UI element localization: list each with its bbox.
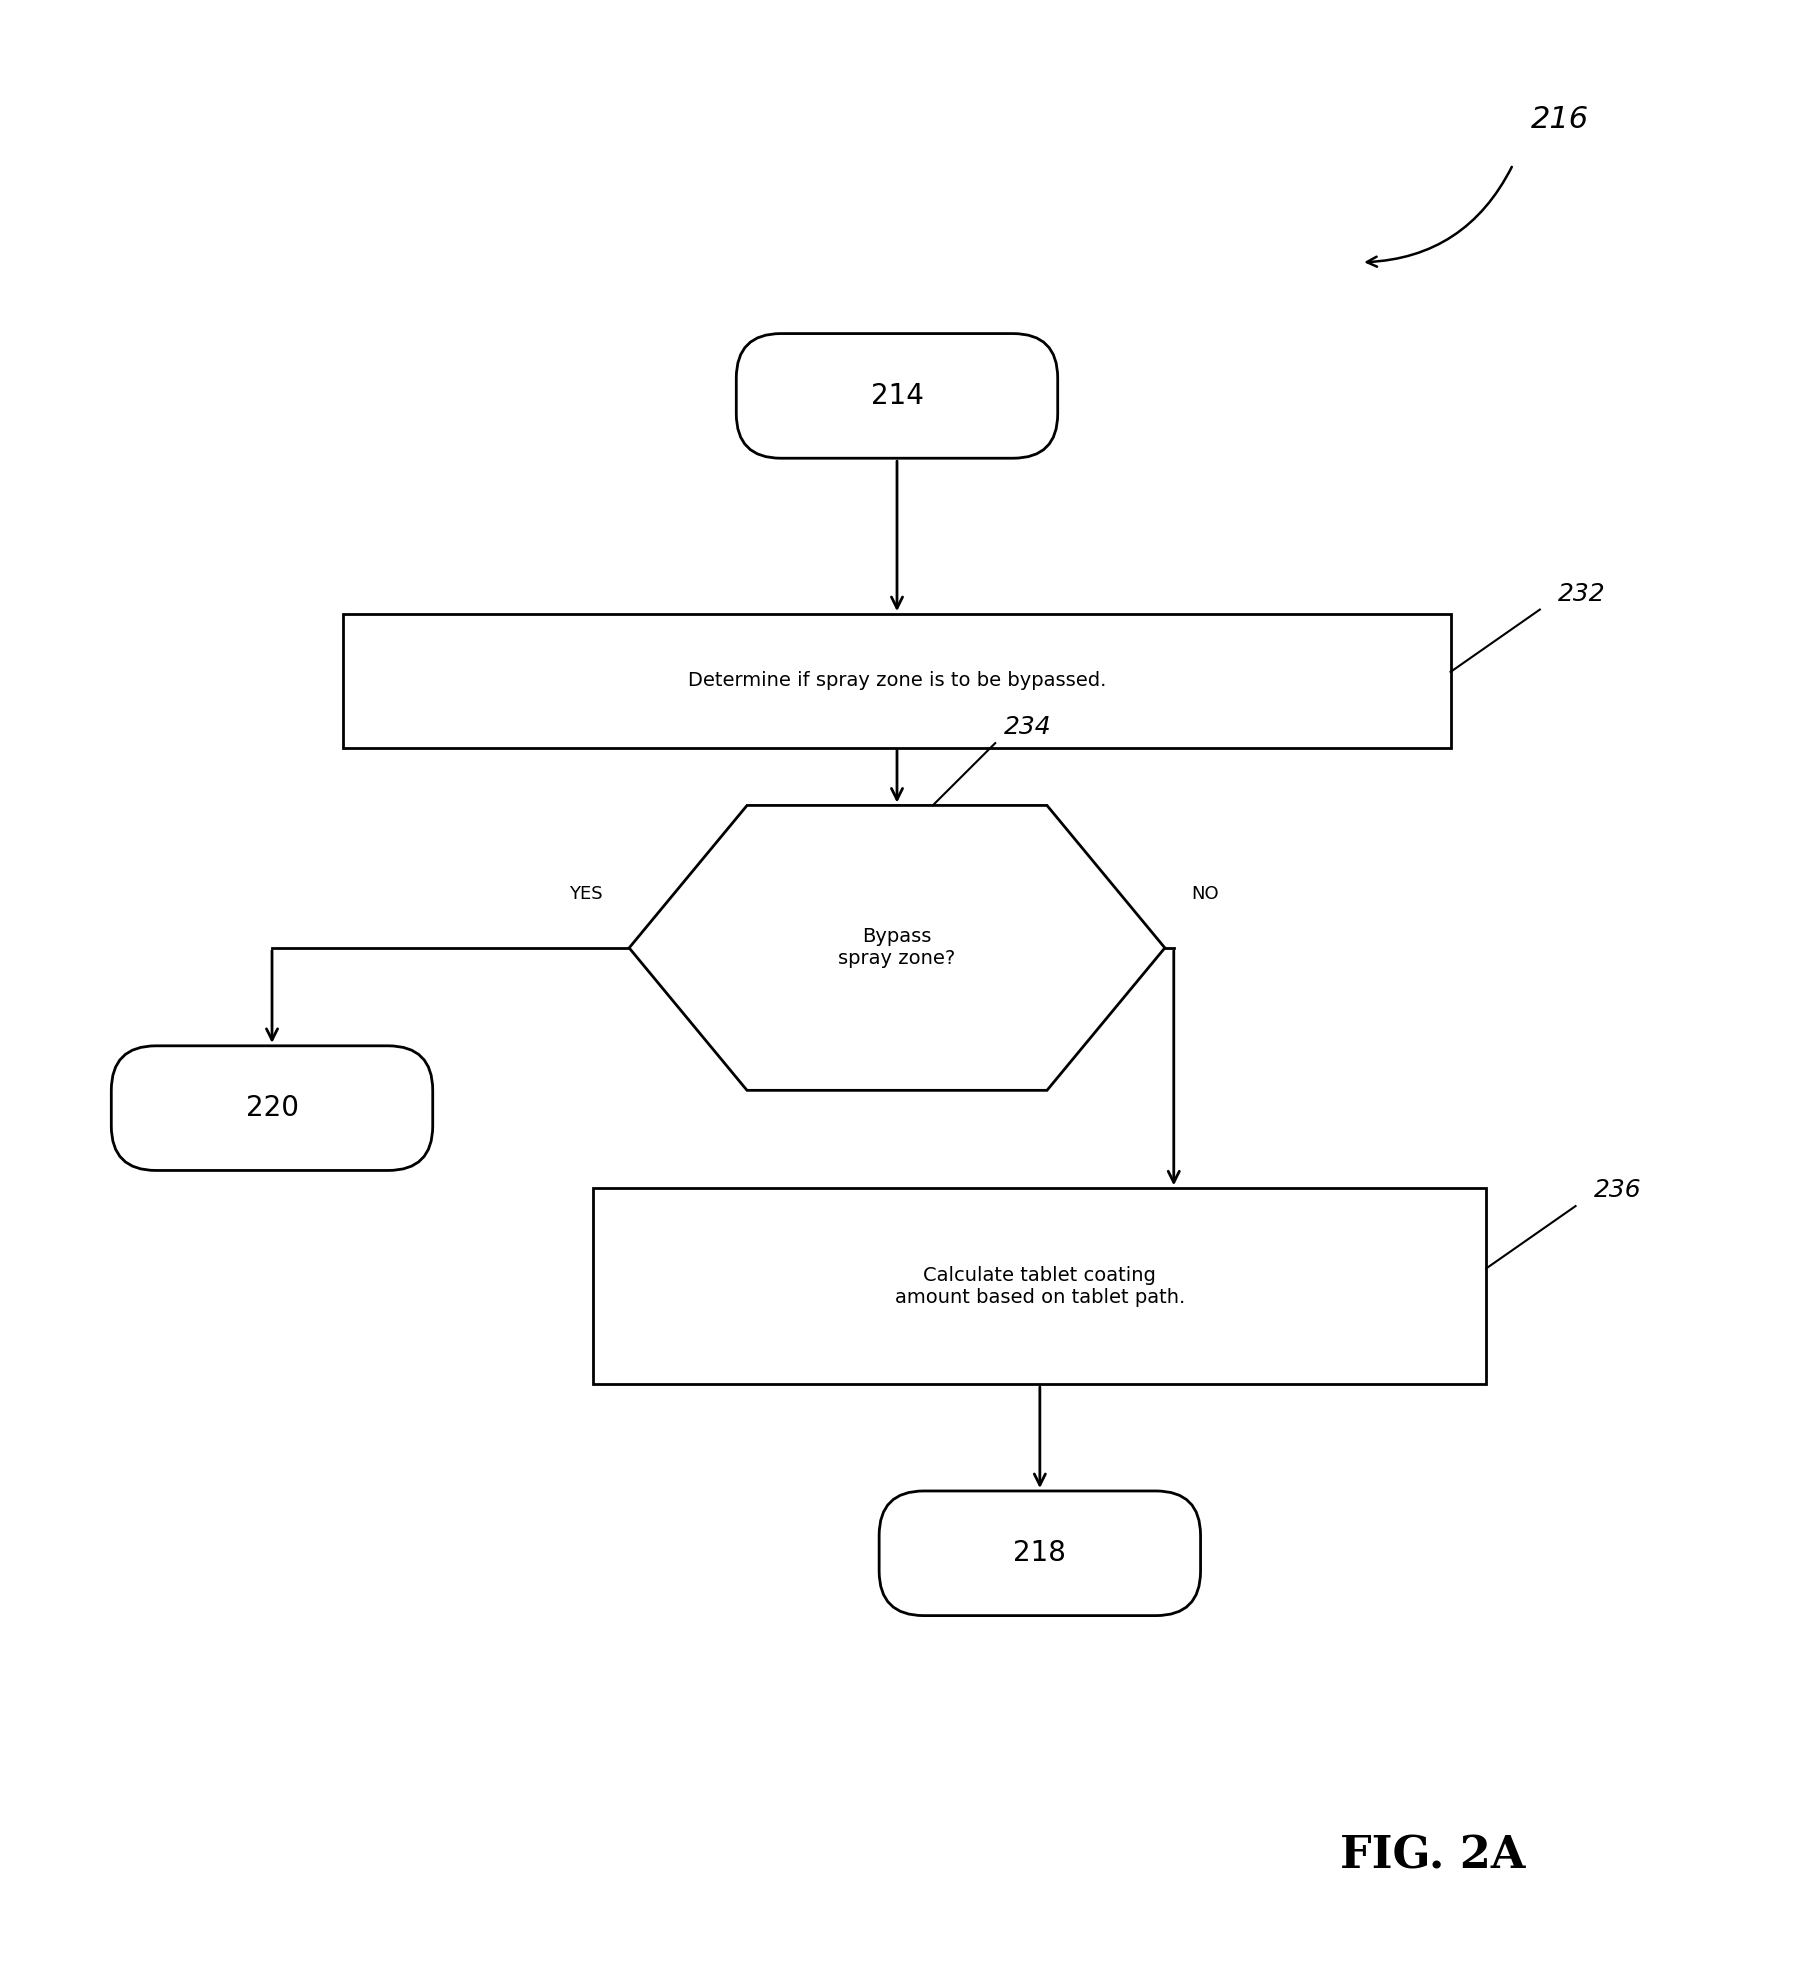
Text: 234: 234: [1005, 716, 1051, 740]
Polygon shape: [630, 805, 1164, 1090]
Text: 214: 214: [870, 382, 924, 409]
Text: Calculate tablet coating
amount based on tablet path.: Calculate tablet coating amount based on…: [895, 1265, 1186, 1306]
FancyBboxPatch shape: [736, 334, 1058, 458]
Text: FIG. 2A: FIG. 2A: [1340, 1835, 1525, 1877]
Text: 232: 232: [1557, 582, 1606, 606]
FancyBboxPatch shape: [879, 1491, 1200, 1615]
Text: NO: NO: [1191, 885, 1220, 903]
FancyBboxPatch shape: [111, 1046, 432, 1170]
Text: 236: 236: [1593, 1178, 1642, 1202]
Text: YES: YES: [569, 885, 603, 903]
Text: Bypass
spray zone?: Bypass spray zone?: [838, 926, 956, 968]
FancyArrowPatch shape: [1367, 167, 1512, 268]
Text: 216: 216: [1530, 106, 1589, 134]
Bar: [594, 1188, 1485, 1385]
Bar: [343, 614, 1451, 747]
Text: Determine if spray zone is to be bypassed.: Determine if spray zone is to be bypasse…: [687, 671, 1107, 690]
Text: 218: 218: [1014, 1540, 1066, 1568]
Text: 220: 220: [246, 1094, 298, 1121]
